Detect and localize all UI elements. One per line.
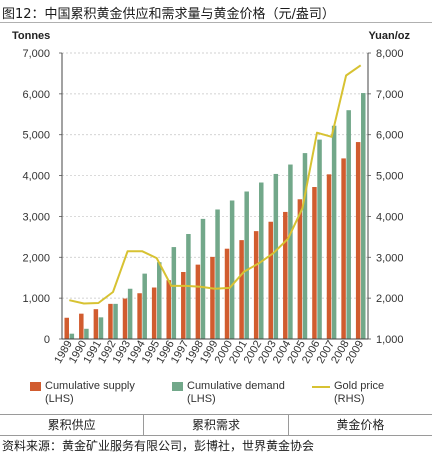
demand-bar: [361, 93, 366, 339]
demand-bar: [142, 273, 147, 339]
left-tick-label: 2,000: [22, 252, 50, 264]
demand-bar: [229, 200, 235, 339]
demand-bar: [84, 328, 89, 339]
legend-gold-note: (RHS): [334, 393, 365, 405]
right-tick-label: 1,000: [376, 334, 404, 346]
chart: 0 1,000 1,000 2,000 2,000 3,000 3,000 4,000 4,00…: [12, 30, 410, 366]
supply-bar: [93, 309, 99, 339]
left-tick-label: 5,000: [22, 130, 50, 142]
supply-bar: [210, 256, 215, 339]
supply-bar: [239, 240, 244, 339]
right-tick-label: 4,000: [376, 211, 404, 223]
demand-bar: [127, 288, 133, 339]
legend-demand-label: Cumulative demand: [187, 380, 285, 392]
left-tick-label: 7,000: [22, 48, 50, 60]
label-cell-supply: 累积供应: [0, 415, 145, 435]
label-cell-demand: 累积需求: [144, 415, 289, 435]
supply-bar: [326, 174, 332, 339]
demand-bar: [200, 218, 206, 339]
supply-bar: [181, 271, 186, 339]
demand-bar: [346, 110, 351, 339]
demand-bar: [69, 333, 75, 339]
legend-supply: Cumulative supply (LHS): [30, 380, 135, 406]
gold-price-line: [69, 64, 362, 305]
left-tick-label: 1,000: [22, 293, 50, 305]
supply-bar: [64, 317, 69, 339]
demand-bar: [244, 191, 249, 339]
demand-bar: [171, 247, 177, 339]
demand-bar: [98, 317, 104, 339]
demand-bar: [288, 164, 293, 339]
right-axis-unit: Yuan/oz: [368, 30, 410, 42]
legend-gold-swatch: [312, 386, 330, 388]
supply-bar: [312, 187, 317, 339]
supply-bar: [122, 298, 128, 339]
supply-bar: [268, 221, 273, 339]
demand-bar: [113, 303, 118, 339]
legend-supply-label: Cumulative supply: [45, 380, 135, 392]
demand-bar: [215, 209, 220, 339]
chart-legend: Cumulative supply (LHS) Cumulative deman…: [0, 376, 432, 408]
demand-bar: [317, 139, 322, 339]
supply-bar: [341, 158, 346, 339]
right-tick-label: 3,000: [376, 252, 404, 264]
left-tick-label: 0: [44, 334, 50, 346]
legend-demand: Cumulative demand (LHS): [172, 380, 285, 406]
legend-supply-swatch: [30, 382, 41, 391]
supply-bar: [297, 199, 303, 339]
right-tick-label: 2,000: [376, 293, 404, 305]
demand-bar: [157, 262, 162, 339]
supply-bar: [108, 303, 113, 339]
label-cell-gold: 黄金价格: [336, 418, 385, 432]
legend-demand-note: (LHS): [187, 393, 216, 405]
right-tick-label: 5,000: [376, 171, 404, 183]
supply-bar: [151, 287, 157, 339]
left-tick-label: 4,000: [22, 171, 50, 183]
legend-gold: Gold price (RHS): [312, 380, 384, 406]
demand-bar: [331, 125, 337, 340]
demand-bar: [273, 173, 279, 339]
figure-title: 图12：中国累积黄金供应和需求量与黄金价格（元/盎司）: [2, 7, 335, 22]
right-tick-label: 6,000: [376, 130, 404, 142]
supply-bar: [79, 313, 84, 339]
right-tick-label: 8,000: [376, 48, 404, 60]
right-tick-label: 7,000: [376, 89, 404, 101]
supply-bar: [137, 293, 142, 339]
supply-bar: [195, 264, 201, 339]
label-row: 累积供应 累积需求 黄金价格: [0, 414, 432, 436]
demand-bar: [302, 153, 308, 339]
supply-bar: [166, 280, 171, 339]
supply-bar: [253, 231, 259, 339]
supply-bar: [224, 248, 230, 339]
source-note: 资料来源：黄金矿业服务有限公司，彭博社，世界黄金协会: [2, 439, 315, 453]
supply-bar: [355, 142, 361, 339]
left-tick-label: 6,000: [22, 89, 50, 101]
left-axis-unit: Tonnes: [12, 30, 50, 42]
figure-title-bar: 图12：中国累积黄金供应和需求量与黄金价格（元/盎司）: [0, 0, 432, 23]
legend-demand-swatch: [172, 382, 183, 391]
supply-bar: [283, 211, 288, 339]
legend-supply-note: (LHS): [45, 393, 74, 405]
legend-gold-label: Gold price: [334, 380, 385, 392]
left-tick-label: 3,000: [22, 211, 50, 223]
